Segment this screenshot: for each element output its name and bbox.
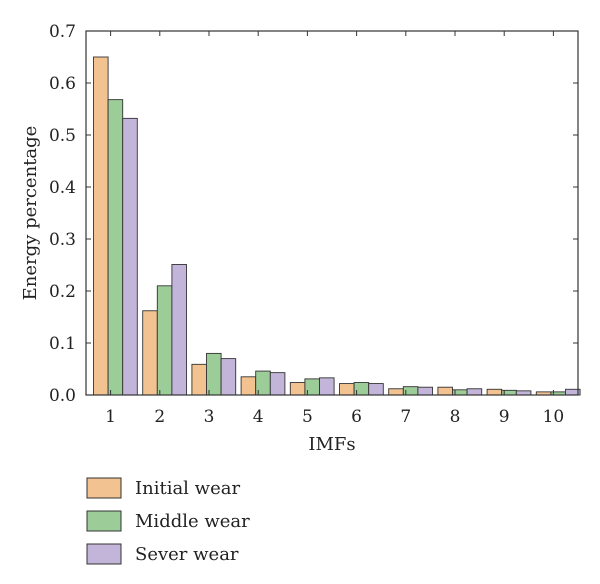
bars-layer: [93, 56, 581, 396]
bar-middle-wear-3: [206, 352, 222, 396]
y-tick-label: 0.0: [49, 386, 76, 406]
x-tick-label: 3: [204, 407, 215, 427]
y-tick-label: 0.4: [49, 178, 76, 198]
bar-initial-wear-8: [437, 386, 453, 396]
bar-sever-wear-7: [417, 386, 433, 396]
bar-initial-wear-1: [93, 56, 109, 396]
y-tick-label: 0.6: [49, 74, 76, 94]
bar-sever-wear-3: [220, 358, 237, 396]
y-axis-label: Energy percentage: [20, 126, 41, 301]
plot-frame: [85, 30, 579, 396]
legend-swatch: [86, 543, 122, 565]
bar-middle-wear-1: [107, 99, 124, 396]
bar-initial-wear-6: [339, 383, 355, 396]
x-tick-label: 6: [351, 407, 362, 427]
y-tick-label: 0.1: [49, 334, 76, 354]
bar-initial-wear-3: [191, 363, 207, 396]
x-axis-label: IMFs: [308, 434, 355, 455]
bar-sever-wear-1: [122, 117, 138, 396]
y-tick-label: 0.3: [49, 230, 76, 250]
x-tick-label: 2: [154, 407, 165, 427]
x-tick-label: 10: [543, 407, 565, 427]
bar-initial-wear-2: [142, 310, 158, 396]
x-tick-label: 1: [105, 407, 116, 427]
bar-initial-wear-7: [388, 388, 404, 396]
x-tick-label: 8: [450, 407, 461, 427]
y-tick-label: 0.5: [49, 126, 76, 146]
x-tick-label: 4: [253, 407, 264, 427]
x-tick-label: 5: [302, 407, 313, 427]
bar-initial-wear-5: [289, 382, 306, 396]
legend-label: Middle wear: [135, 511, 250, 532]
y-tick-label: 0.7: [49, 22, 76, 42]
legend-label: Sever wear: [135, 544, 239, 565]
x-tick-label: 7: [400, 407, 411, 427]
x-tick-label: 9: [499, 407, 510, 427]
bar-sever-wear-5: [319, 377, 335, 396]
bar-initial-wear-9: [486, 388, 503, 396]
legend-label: Initial wear: [135, 478, 240, 499]
legend-swatch: [86, 510, 122, 532]
bar-sever-wear-4: [269, 372, 286, 396]
bar-sever-wear-2: [171, 264, 187, 396]
bar-sever-wear-6: [368, 383, 384, 396]
ticks-layer: 0.0 0.1 0.2 0.3 0.4 0.5 0.6 0.7 1 2 3 4 5 6 7 8 9 10: [49, 22, 578, 427]
legend-swatch: [86, 477, 122, 499]
legend: Initial wear Middle wear Sever wear: [86, 477, 250, 565]
bar-sever-wear-9: [515, 390, 532, 396]
y-tick-label: 0.2: [49, 282, 76, 302]
bar-middle-wear-2: [156, 285, 173, 396]
bar-sever-wear-8: [466, 388, 483, 396]
bar-initial-wear-4: [240, 376, 257, 396]
